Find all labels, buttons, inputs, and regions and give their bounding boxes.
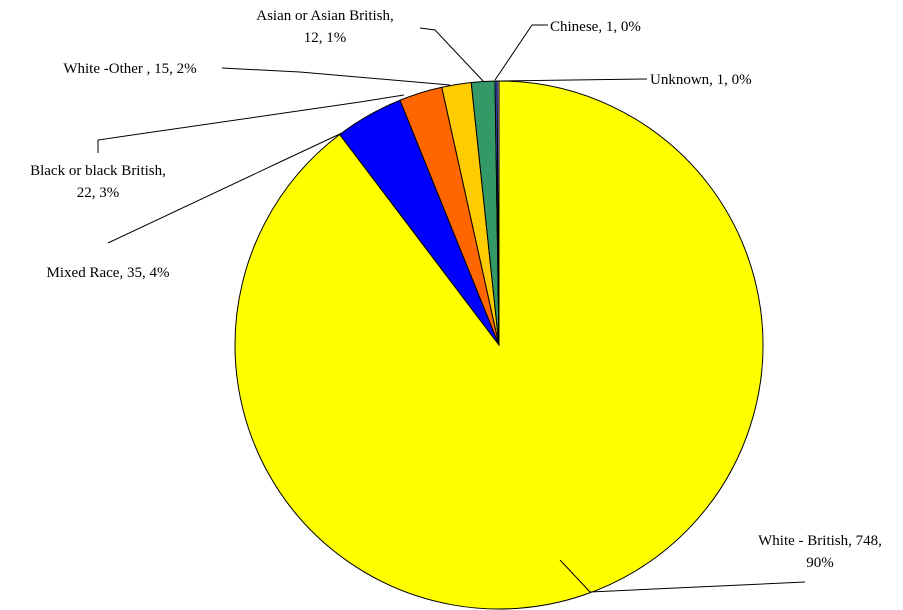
leader-lines [97,24,806,593]
leader-line [500,78,648,82]
slice-label: White - British, 748, 90% [758,533,882,571]
pie-slice-unknown [496,80,500,346]
slice-label: Mixed Race, 35, 4% [47,265,170,281]
leader-line [97,94,405,153]
slice-label: White -Other , 15, 2% [63,61,196,77]
slice-label: Black or black British, 22, 3% [30,163,166,201]
leader-line [419,27,485,83]
slice-label: Unknown, 1, 0% [650,72,752,88]
leader-line [107,132,343,244]
leader-line [221,67,451,86]
slice-labels: White - British, 748, 90% Mixed Race, 35, … [30,8,882,571]
pie-slices [234,80,764,610]
leader-line [494,24,548,81]
slice-label: Chinese, 1, 0% [550,19,641,35]
slice-label: Asian or Asian British, 12, 1% [256,8,394,46]
leader-line [559,559,806,593]
